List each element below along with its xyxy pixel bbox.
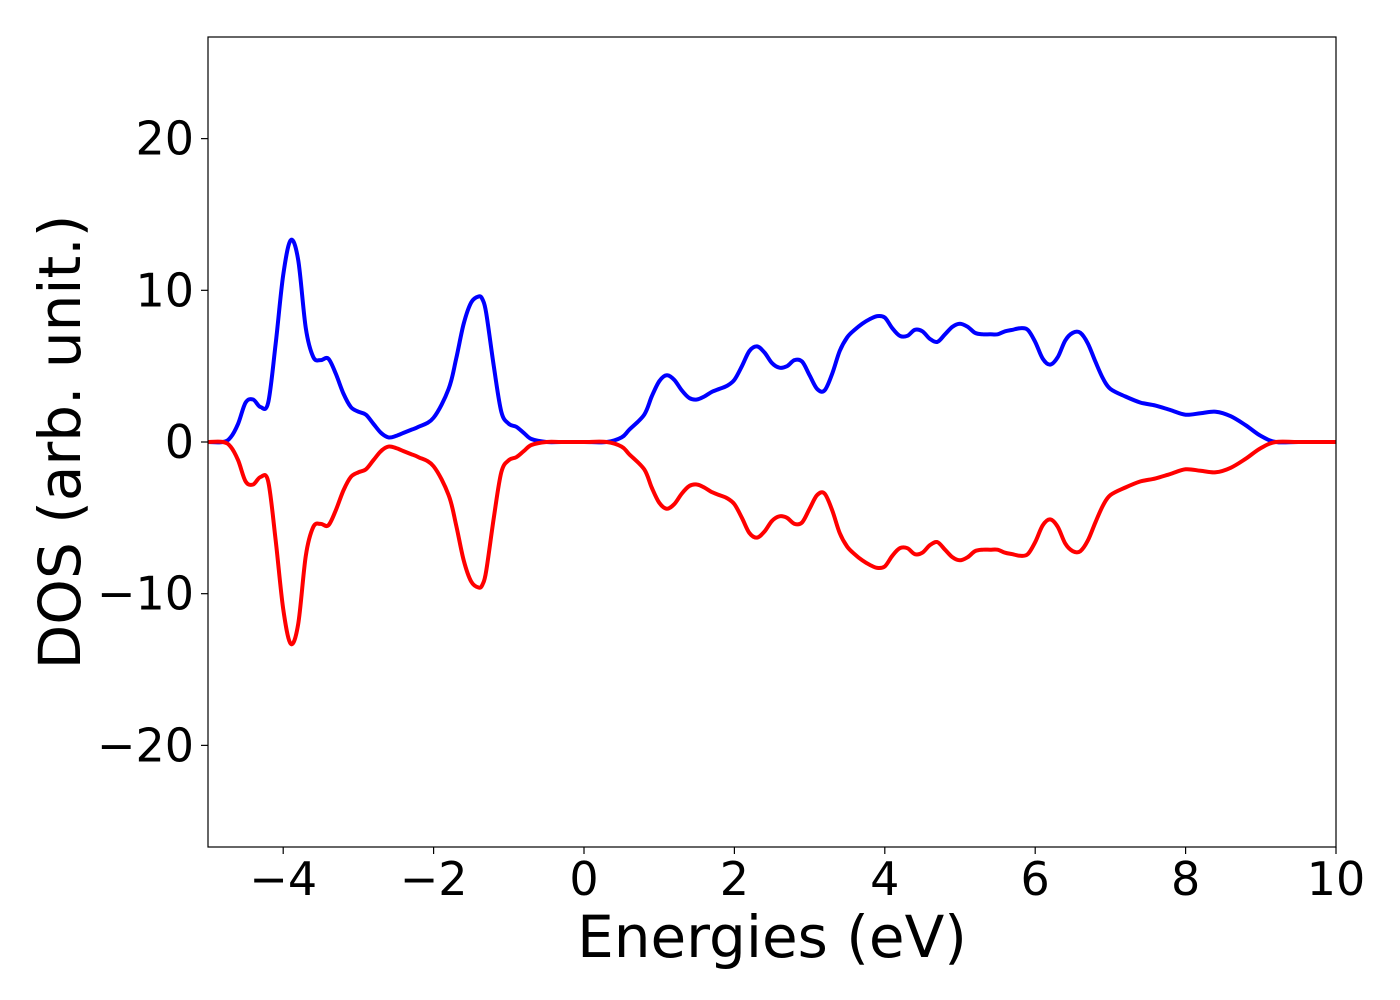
x-tick-label: 2: [720, 852, 749, 906]
x-tick-label: 4: [870, 852, 899, 906]
x-tick-label: 0: [569, 852, 598, 906]
y-tick-label: 10: [135, 263, 194, 317]
y-axis-label: DOS (arb. unit.): [26, 215, 94, 670]
x-tick-label: 8: [1171, 852, 1200, 906]
y-tick-label: 20: [135, 112, 194, 166]
y-tick-label: −10: [97, 567, 194, 621]
x-tick-label: −2: [400, 852, 468, 906]
x-axis-label: Energies (eV): [577, 903, 967, 971]
y-tick-label: 0: [165, 415, 194, 469]
x-tick-label: 6: [1021, 852, 1050, 906]
x-tick-label: −4: [249, 852, 317, 906]
series-layer: [207, 237, 1336, 647]
series-line-spin-down: [207, 439, 1336, 647]
y-axis-ticks: −20 −10 0 10 20: [97, 112, 208, 772]
x-axis-ticks: −4 −2 0 2 4 6 8 10: [249, 847, 1365, 906]
series-line-spin-up: [207, 237, 1336, 445]
x-tick-label: 10: [1307, 852, 1366, 906]
y-tick-label: −20: [97, 718, 194, 772]
